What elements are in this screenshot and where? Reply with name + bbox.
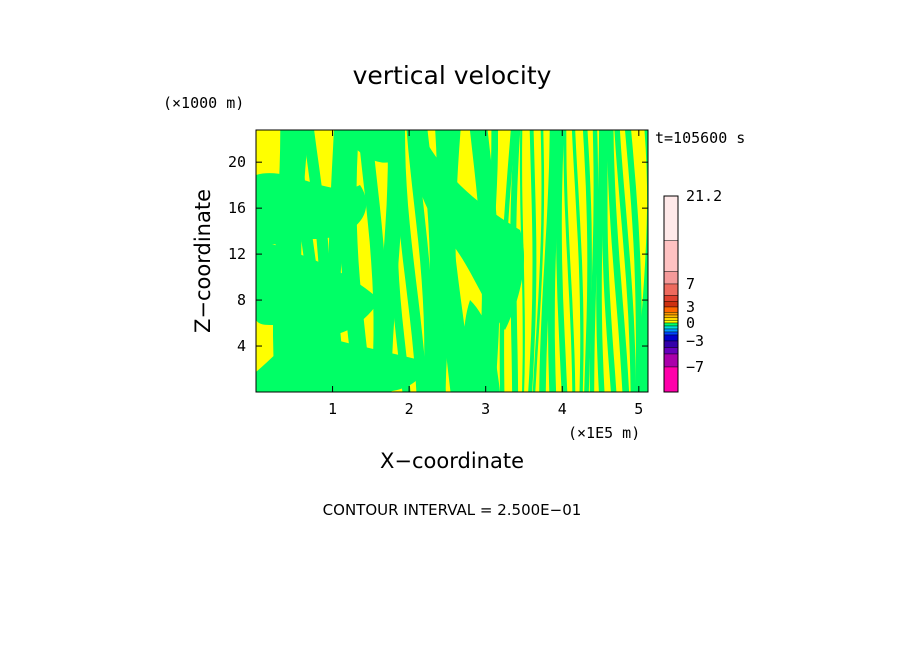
y-tick-label: 20 bbox=[228, 153, 246, 171]
time-label: t=105600 s bbox=[655, 129, 745, 147]
colorbar-band bbox=[663, 366, 679, 393]
y-tick-label: 16 bbox=[228, 199, 246, 217]
colorbar-band bbox=[663, 322, 679, 327]
negative-velocity-band bbox=[625, 130, 642, 392]
negative-velocity-region bbox=[460, 300, 500, 392]
negative-velocity-band bbox=[582, 130, 592, 392]
negative-velocity-band bbox=[556, 130, 568, 392]
x-axis-label: X−coordinate bbox=[380, 449, 524, 473]
negative-velocity-band bbox=[571, 130, 584, 392]
velocity-field bbox=[256, 130, 648, 392]
negative-velocity-band bbox=[563, 130, 576, 392]
y-tick-label: 4 bbox=[237, 337, 246, 355]
negative-velocity-band bbox=[614, 130, 637, 392]
x-tick-label: 1 bbox=[328, 400, 337, 418]
x-tick-label: 3 bbox=[481, 400, 490, 418]
negative-velocity-region bbox=[256, 330, 423, 392]
x-tick-label: 2 bbox=[405, 400, 414, 418]
y-axis-ticks: 4 8 12 16 20 bbox=[228, 153, 648, 355]
negative-velocity-band bbox=[388, 130, 411, 392]
colorbar-band bbox=[663, 301, 679, 308]
x-unit-label: (×1E5 m) bbox=[568, 424, 640, 442]
negative-velocity-band bbox=[406, 130, 434, 392]
colorbar bbox=[663, 195, 679, 393]
plot-frame bbox=[255, 129, 649, 393]
colorbar-band bbox=[663, 353, 679, 368]
x-tick-label: 4 bbox=[558, 400, 567, 418]
contour-interval-note: CONTOUR INTERVAL = 2.500E−01 bbox=[323, 501, 582, 519]
negative-velocity-region bbox=[340, 130, 405, 163]
colorbar-band bbox=[663, 325, 679, 330]
chart-title: vertical velocity bbox=[353, 61, 552, 90]
negative-velocity-band bbox=[601, 130, 617, 392]
colorbar-label: 0 bbox=[686, 314, 695, 332]
y-tick-label: 8 bbox=[237, 291, 246, 309]
colorbar-label: −7 bbox=[686, 358, 704, 376]
negative-velocity-region bbox=[413, 130, 525, 330]
colorbar-band bbox=[663, 271, 679, 285]
colorbar-band bbox=[663, 328, 679, 333]
colorbar-band bbox=[663, 306, 679, 313]
colorbar-band bbox=[663, 317, 679, 321]
colorbar-band bbox=[663, 283, 679, 296]
colorbar-label: 21.2 bbox=[686, 187, 722, 205]
colorbar-band bbox=[663, 340, 679, 348]
colorbar-band bbox=[663, 195, 679, 241]
negative-velocity-band bbox=[528, 130, 537, 392]
field-bands bbox=[256, 130, 648, 392]
colorbar-band bbox=[663, 334, 679, 342]
negative-velocity-band bbox=[637, 130, 648, 392]
colorbar-band bbox=[663, 347, 679, 355]
colorbar-label: −3 bbox=[686, 332, 704, 350]
y-axis-label: Z−coordinate bbox=[191, 189, 215, 333]
colorbar-label: 7 bbox=[686, 275, 695, 293]
y-tick-label: 12 bbox=[228, 245, 246, 263]
x-tick-label: 5 bbox=[634, 400, 643, 418]
negative-velocity-band bbox=[606, 130, 630, 392]
colorbar-frame bbox=[663, 195, 679, 393]
colorbar-band bbox=[663, 314, 679, 318]
y-unit-label: (×1000 m) bbox=[163, 94, 244, 112]
colorbar-band bbox=[663, 320, 679, 324]
colorbar-label: 3 bbox=[686, 298, 695, 316]
colorbar-band bbox=[663, 312, 679, 316]
negative-velocity-band bbox=[589, 130, 599, 392]
colorbar-band bbox=[663, 331, 679, 336]
x-axis-ticks: 1 2 3 4 5 bbox=[328, 130, 643, 418]
negative-velocity-region bbox=[256, 238, 380, 336]
colorbar-band bbox=[663, 240, 679, 272]
negative-velocity-region bbox=[256, 173, 367, 245]
colorbar-labels: 21.2 7 30−3 −7 bbox=[686, 187, 722, 376]
negative-velocity-band bbox=[532, 130, 545, 392]
colorbar-band bbox=[663, 295, 679, 302]
negative-velocity-band bbox=[394, 130, 427, 392]
